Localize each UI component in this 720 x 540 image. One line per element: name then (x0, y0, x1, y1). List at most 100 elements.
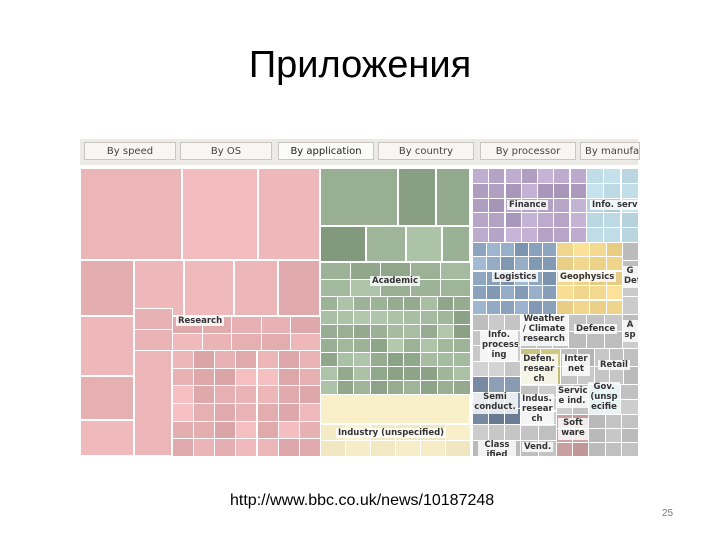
treemap-cell-software[interactable] (572, 442, 589, 456)
treemap-cell-logistics[interactable] (514, 285, 529, 300)
treemap-cell-software[interactable] (556, 442, 573, 456)
treemap-cell-industry[interactable] (395, 440, 421, 456)
treemap-cell-academic[interactable] (398, 168, 436, 226)
treemap-cell-research[interactable] (182, 168, 258, 260)
treemap-cell-academic[interactable] (420, 338, 438, 353)
tab-by-manufacturer[interactable]: By manufac (580, 142, 640, 160)
treemap-cell-finance[interactable] (570, 183, 587, 199)
treemap-cell-academic[interactable] (403, 324, 421, 339)
treemap-cell-info-services[interactable] (621, 168, 638, 184)
treemap-cell-info-processing[interactable] (472, 314, 489, 331)
treemap-cell-academic[interactable] (453, 366, 471, 381)
treemap-cell-academic[interactable] (353, 324, 371, 339)
treemap-cell-gov-defence[interactable] (622, 296, 638, 315)
treemap-cell-logistics[interactable] (528, 300, 543, 315)
treemap-cell-logistics[interactable] (472, 256, 487, 271)
treemap-cell-logistics[interactable] (528, 242, 543, 257)
treemap-cell-info-processing[interactable] (504, 314, 521, 331)
treemap-cell-academic[interactable] (436, 168, 470, 226)
treemap-cell-academic[interactable] (353, 366, 371, 381)
treemap-cell-logistics[interactable] (542, 242, 557, 257)
treemap-cell-academic[interactable] (353, 338, 371, 353)
treemap-cell-logistics[interactable] (472, 285, 487, 300)
treemap-cell-research[interactable] (214, 350, 236, 369)
treemap-cell-finance[interactable] (537, 212, 554, 228)
treemap-cell-research[interactable] (258, 168, 320, 260)
treemap-cell-research[interactable] (80, 316, 134, 376)
treemap-cell-gov-defence[interactable] (622, 242, 638, 261)
treemap-cell-research[interactable] (257, 438, 279, 456)
treemap-cell-research[interactable] (290, 333, 321, 351)
treemap-cell-research[interactable] (134, 260, 184, 316)
treemap-cell-academic[interactable] (370, 352, 388, 367)
treemap-cell-academic[interactable] (370, 338, 388, 353)
treemap-cell-geophysics[interactable] (589, 300, 607, 315)
treemap-cell-info-services[interactable] (586, 227, 604, 243)
treemap-cell-academic[interactable] (320, 296, 338, 311)
treemap-cell-finance[interactable] (472, 168, 489, 184)
treemap-cell-research[interactable] (193, 385, 215, 404)
treemap-cell-academic[interactable] (453, 310, 471, 325)
treemap-cell-logistics[interactable] (500, 300, 515, 315)
source-url[interactable]: http://www.bbc.co.uk/news/10187248 (230, 492, 495, 509)
treemap-cell-research[interactable] (134, 329, 173, 351)
treemap-cell-finance[interactable] (521, 183, 538, 199)
treemap-cell-industry[interactable] (445, 440, 471, 456)
treemap-cell-academic[interactable] (403, 366, 421, 381)
treemap-cell-finance[interactable] (570, 168, 587, 184)
treemap-cell-research[interactable] (80, 260, 134, 316)
treemap-cell-academic[interactable] (320, 324, 338, 339)
treemap-cell-logistics[interactable] (528, 285, 543, 300)
treemap-cell-research[interactable] (193, 350, 215, 369)
treemap-cell-finance[interactable] (521, 212, 538, 228)
treemap-cell-info-services[interactable] (603, 227, 621, 243)
treemap-cell-logistics[interactable] (542, 256, 557, 271)
treemap-cell-academic[interactable] (370, 296, 388, 311)
treemap-cell-research[interactable] (214, 438, 236, 456)
treemap-cell-finance[interactable] (537, 227, 554, 243)
treemap-cell-finance[interactable] (537, 183, 554, 199)
treemap-cell-logistics[interactable] (486, 242, 501, 257)
treemap-cell-finance[interactable] (553, 227, 570, 243)
treemap-cell-classified[interactable] (472, 424, 489, 441)
treemap-cell-academic[interactable] (370, 324, 388, 339)
treemap-cell-finance[interactable] (505, 168, 522, 184)
treemap-cell-finance[interactable] (472, 227, 489, 243)
treemap-cell-finance[interactable] (505, 183, 522, 199)
treemap-cell-industry[interactable] (320, 440, 346, 456)
treemap-cell-academic[interactable] (353, 380, 371, 395)
treemap-cell-research[interactable] (235, 350, 257, 369)
treemap-cell-logistics[interactable] (514, 242, 529, 257)
treemap-cell-logistics[interactable] (486, 285, 501, 300)
treemap-cell-academic[interactable] (453, 296, 471, 311)
treemap-cell-research[interactable] (257, 350, 279, 369)
tab-by-processor[interactable]: By processor (480, 142, 576, 160)
treemap-cell-research[interactable] (214, 403, 236, 422)
treemap-cell-info-services[interactable] (603, 212, 621, 228)
treemap-cell-academic[interactable] (403, 310, 421, 325)
treemap-cell-academic[interactable] (406, 226, 442, 262)
treemap-cell-finance[interactable] (488, 183, 505, 199)
treemap-cell-finance[interactable] (553, 168, 570, 184)
treemap-cell-research[interactable] (278, 403, 300, 422)
treemap-cell-academic[interactable] (403, 296, 421, 311)
treemap-cell-finance[interactable] (521, 227, 538, 243)
treemap-cell-research[interactable] (257, 385, 279, 404)
treemap-cell-info-processing[interactable] (488, 314, 505, 331)
treemap-cell-logistics[interactable] (542, 300, 557, 315)
treemap-cell-research[interactable] (299, 403, 321, 422)
treemap-cell-vendor[interactable] (520, 424, 539, 441)
treemap-cell-research[interactable] (278, 260, 320, 316)
treemap-cell-research[interactable] (80, 420, 134, 456)
treemap-cell-research[interactable] (235, 385, 257, 404)
treemap-cell-academic[interactable] (403, 338, 421, 353)
treemap-cell-academic[interactable] (420, 352, 438, 367)
treemap-cell-finance[interactable] (472, 183, 489, 199)
treemap-cell-software[interactable] (621, 442, 638, 456)
treemap-cell-finance[interactable] (570, 227, 587, 243)
treemap-cell-geophysics[interactable] (556, 300, 574, 315)
treemap-cell-academic[interactable] (420, 310, 438, 325)
treemap-cell-logistics[interactable] (500, 242, 515, 257)
treemap-cell-logistics[interactable] (500, 256, 515, 271)
treemap-cell-research[interactable] (235, 403, 257, 422)
